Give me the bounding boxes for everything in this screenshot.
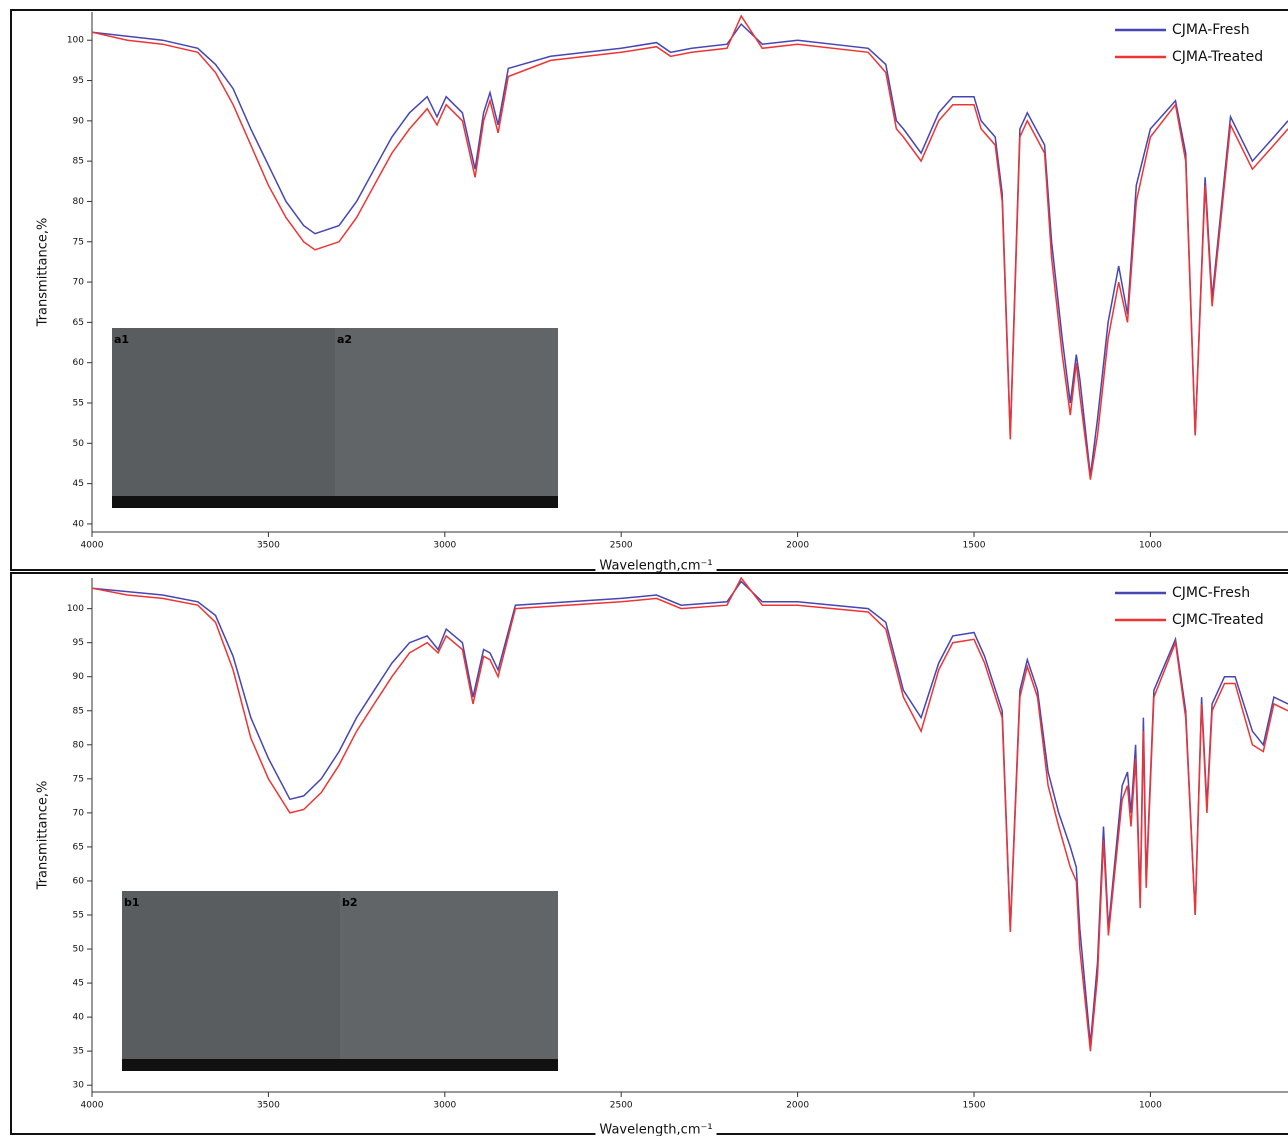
x-tick-label: 2000 — [786, 1101, 809, 1111]
x-tick-label: 1000 — [1139, 1101, 1162, 1111]
y-tick-label: 85 — [73, 706, 84, 716]
y-tick-label: 85 — [73, 157, 84, 167]
y-tick-label: 45 — [73, 479, 84, 489]
sem-scalebar — [112, 496, 558, 508]
spectrum-line — [91, 576, 1288, 1052]
x-tick-label: 3500 — [257, 1101, 280, 1111]
y-tick-label: 100 — [67, 36, 84, 46]
y-tick-label: 55 — [73, 399, 84, 409]
x-tick-label: 1500 — [963, 1101, 986, 1111]
x-tick-label: 2500 — [610, 1101, 633, 1111]
legend-label: CJMC-Fresh — [1172, 585, 1250, 601]
y-tick-label: 95 — [73, 638, 84, 648]
legend-label: CJMA-Treated — [1172, 49, 1263, 65]
x-tick-label: 1000 — [1139, 541, 1162, 551]
x-tick-label: 3000 — [433, 541, 456, 551]
y-tick-label: 80 — [73, 740, 85, 750]
y-tick-label: 45 — [73, 979, 84, 989]
y-tick-label: 90 — [73, 116, 85, 126]
legend-label: CJMC-Treated — [1172, 612, 1264, 628]
inset-label: b1 — [124, 896, 140, 909]
sem-image — [112, 328, 335, 508]
y-tick-label: 70 — [73, 808, 85, 818]
x-tick-label: 3500 — [257, 541, 280, 551]
inset-label: a1 — [114, 333, 129, 346]
y-tick-label: 55 — [73, 910, 84, 920]
y-axis-label: Transmittance,% — [36, 218, 51, 328]
y-tick-label: 70 — [73, 278, 85, 288]
legend-label: CJMA-Fresh — [1172, 22, 1250, 38]
x-tick-label: 4000 — [81, 1101, 104, 1111]
sem-scalebar — [122, 1059, 558, 1071]
inset-label: a2 — [337, 333, 352, 346]
y-tick-label: 40 — [73, 519, 85, 529]
y-axis-label: Transmittance,% — [36, 781, 51, 891]
x-axis-label: Wavelength,cm⁻¹ — [599, 1123, 712, 1136]
y-tick-label: 95 — [73, 76, 84, 86]
y-tick-label: 80 — [73, 197, 85, 207]
y-tick-label: 60 — [73, 358, 85, 368]
spectrum-line — [91, 14, 1288, 480]
sem-image — [335, 328, 558, 508]
x-axis-label: Wavelength,cm⁻¹ — [599, 559, 712, 574]
y-tick-label: 35 — [73, 1047, 84, 1057]
y-tick-label: 65 — [73, 318, 84, 328]
x-tick-label: 4000 — [81, 541, 104, 551]
y-tick-label: 50 — [73, 439, 85, 449]
x-tick-label: 2000 — [786, 541, 809, 551]
x-label-bg — [595, 1122, 717, 1136]
x-tick-label: 2500 — [610, 541, 633, 551]
y-tick-label: 40 — [73, 1013, 85, 1023]
y-tick-label: 90 — [73, 672, 85, 682]
sem-image — [122, 891, 340, 1071]
y-tick-label: 60 — [73, 876, 85, 886]
y-tick-label: 50 — [73, 945, 85, 955]
y-tick-label: 75 — [73, 774, 84, 784]
y-tick-label: 30 — [73, 1081, 85, 1091]
y-tick-label: 75 — [73, 237, 84, 247]
sem-image — [340, 891, 558, 1071]
x-tick-label: 1500 — [963, 541, 986, 551]
inset-label: b2 — [342, 896, 358, 909]
x-label-bg — [595, 558, 717, 574]
y-tick-label: 100 — [67, 604, 84, 614]
x-tick-label: 3000 — [433, 1101, 456, 1111]
spectrum-line — [91, 22, 1288, 476]
y-tick-label: 65 — [73, 842, 84, 852]
